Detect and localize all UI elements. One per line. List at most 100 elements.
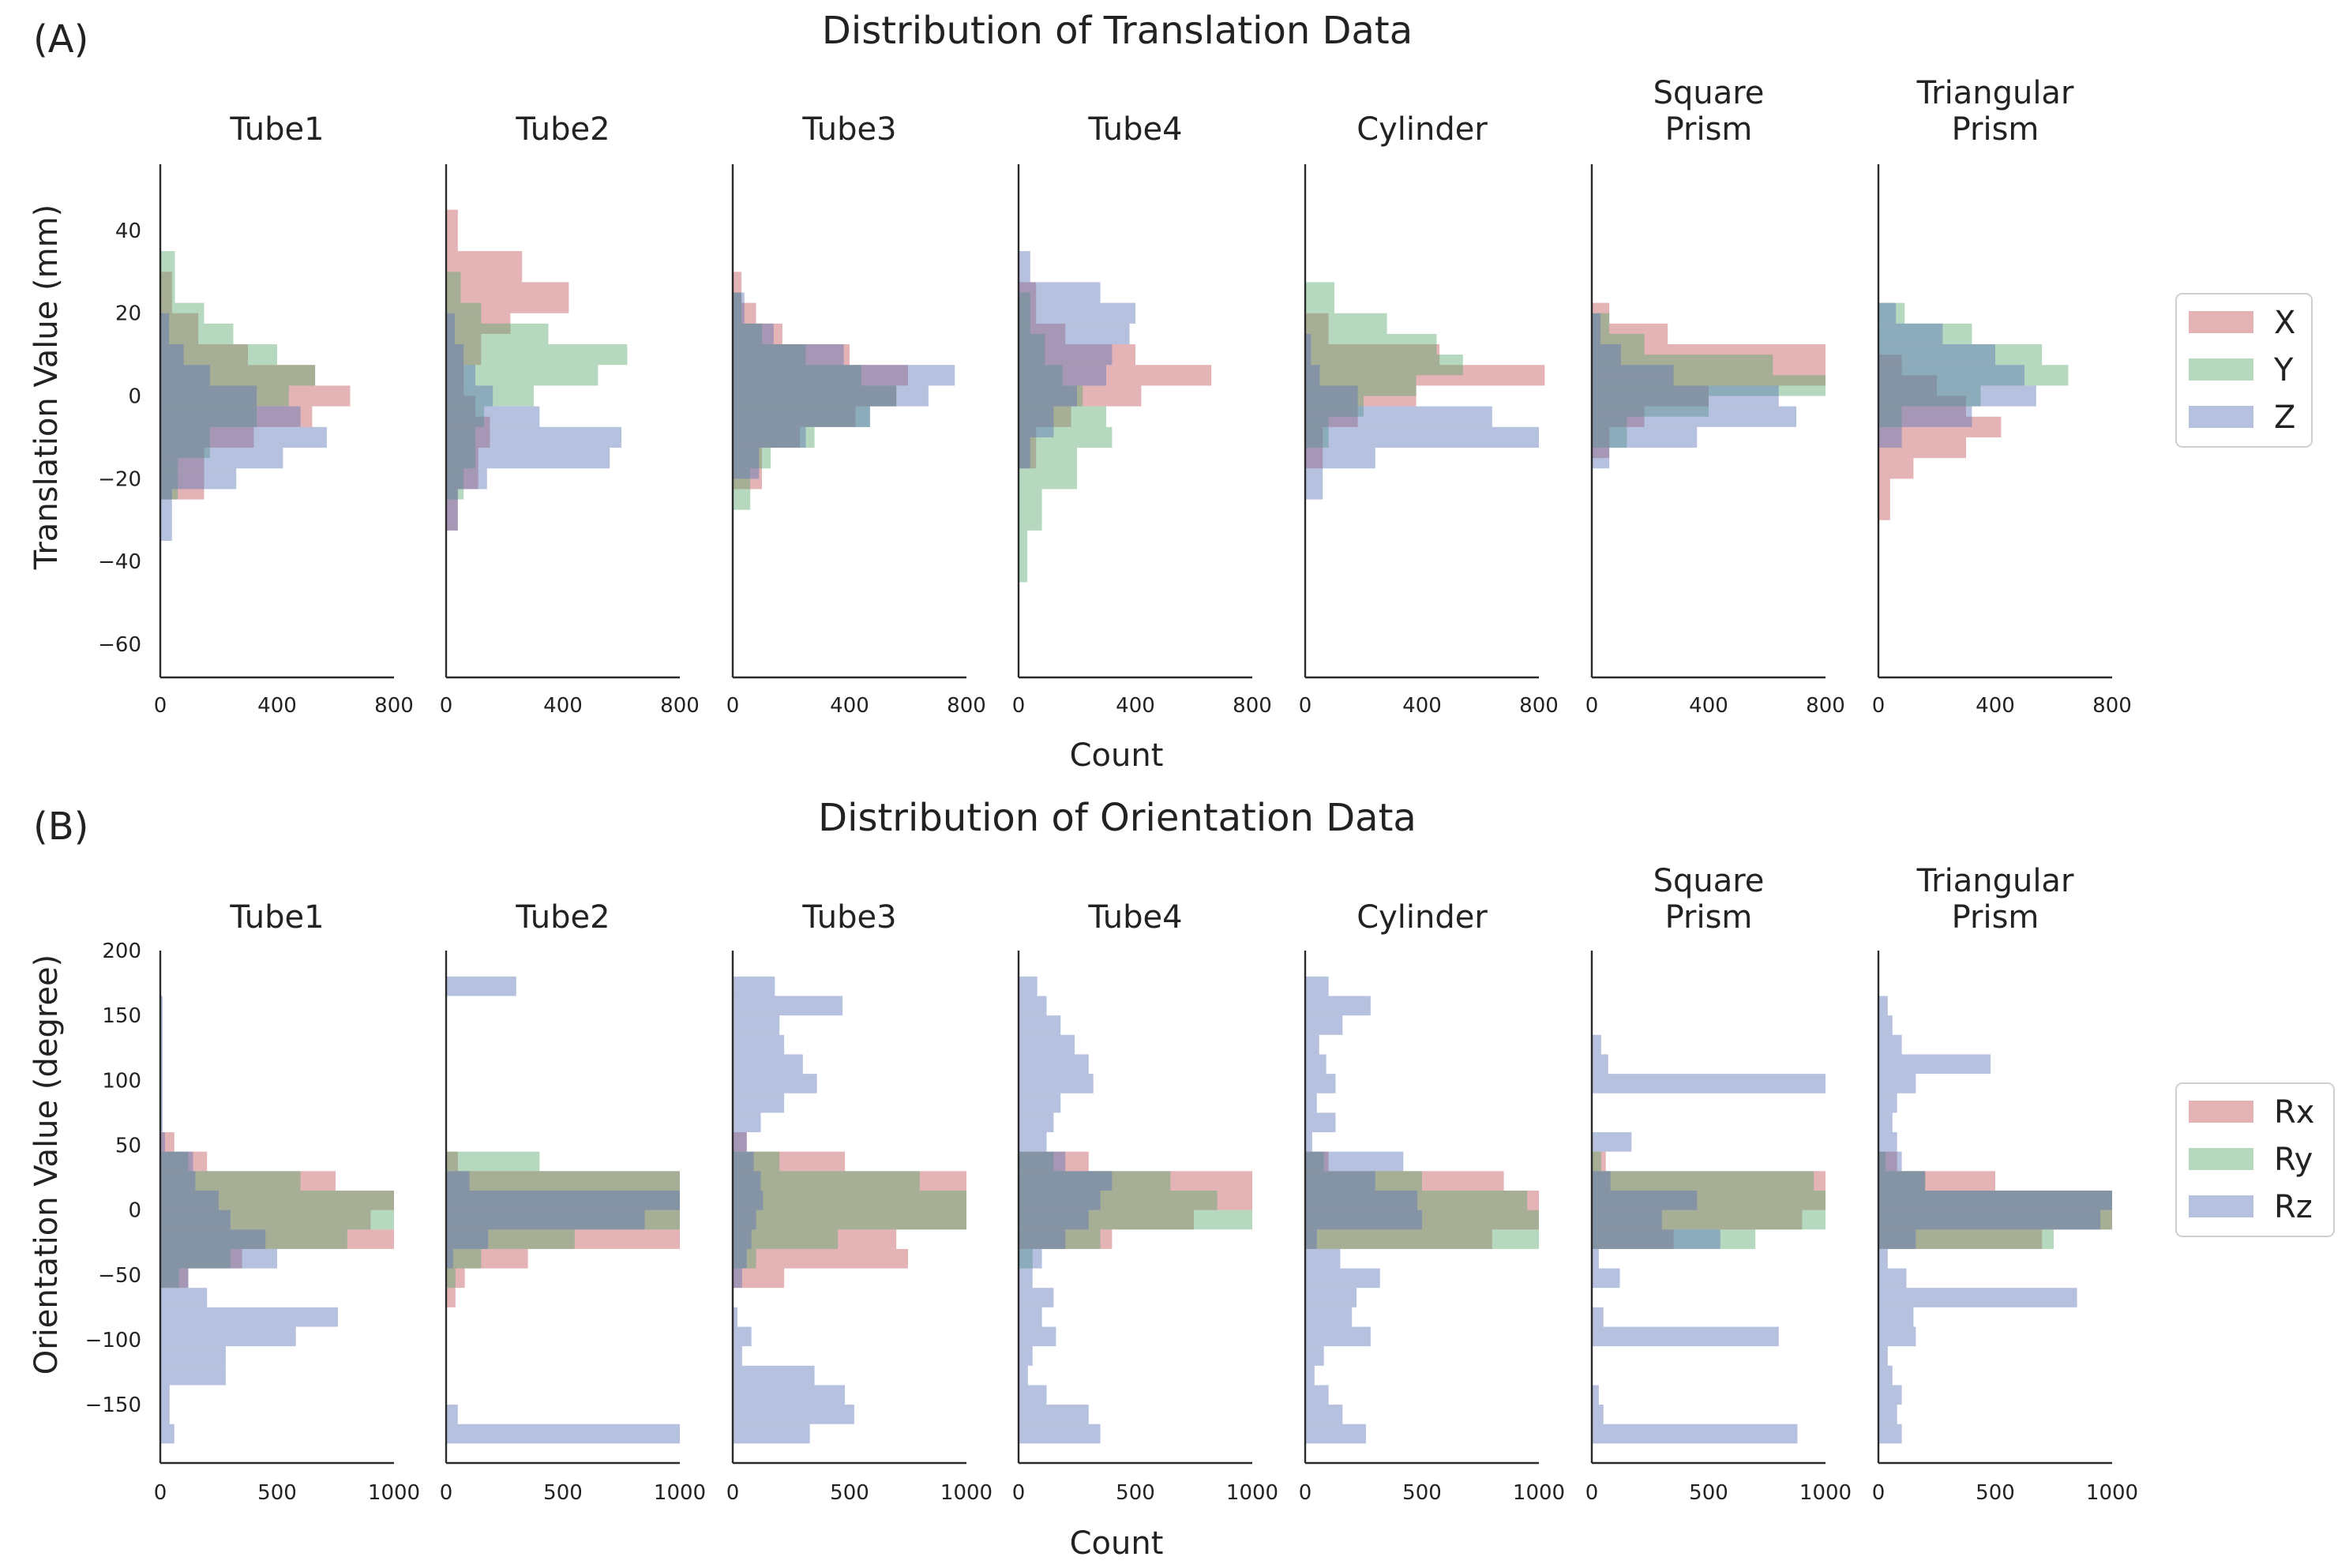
histogram-bar	[160, 302, 205, 324]
histogram-bar	[1305, 313, 1329, 345]
histogram-bar	[1305, 1171, 1504, 1191]
x-tick-label: 500	[1402, 1481, 1442, 1505]
histogram-bar	[1019, 292, 1030, 334]
histogram-bar	[1878, 1151, 1897, 1172]
histogram-bar	[1878, 396, 1966, 417]
histogram-bar	[1305, 996, 1371, 1016]
histogram-bar	[1019, 489, 1042, 531]
histogram-bar	[1878, 344, 2043, 366]
histogram-bar	[446, 1151, 540, 1172]
histogram-bar	[733, 292, 745, 324]
x-tick-label: 1000	[1226, 1481, 1278, 1505]
histogram-bar	[733, 1405, 854, 1424]
panel-b-label: (B)	[33, 805, 88, 849]
histogram-bar	[1019, 426, 1037, 469]
histogram-bar	[160, 1151, 193, 1172]
histogram-bar	[446, 385, 534, 407]
histogram-bar	[160, 1171, 336, 1191]
panel-title: Prism	[1952, 899, 2039, 936]
translation-panel-5: Cylinder 0 400 800	[1299, 111, 1559, 718]
histogram-bar	[446, 1171, 470, 1191]
histogram-bar	[160, 1268, 189, 1289]
histogram-bar	[733, 385, 929, 407]
histogram-bar	[1019, 251, 1030, 283]
histogram-bar	[1592, 1074, 1826, 1093]
histogram-bar	[1305, 416, 1329, 448]
histogram-bar	[1305, 1229, 1492, 1249]
histogram-bar	[1878, 1015, 1893, 1035]
histogram-bar	[733, 1326, 752, 1347]
histogram-bar	[1592, 426, 1610, 459]
histogram-bar	[1592, 323, 1668, 345]
orientation-panel-5: Cylinder 0 500 1000	[1299, 899, 1565, 1505]
histogram-bar	[733, 344, 850, 366]
histogram-bar	[1878, 385, 1981, 407]
histogram-bar	[160, 313, 199, 345]
histogram-bar	[1019, 1229, 1066, 1249]
histogram-bar	[160, 1054, 163, 1093]
histogram-bar	[160, 1268, 179, 1289]
histogram-bar	[1878, 1424, 1902, 1444]
histogram-bar	[1878, 1171, 1995, 1191]
histogram-bar	[1019, 1210, 1089, 1230]
series-x	[1878, 354, 2002, 520]
histogram-bar	[446, 1210, 645, 1230]
histogram-bar	[1019, 426, 1113, 448]
panel-title: Tube1	[229, 899, 324, 936]
x-tick-label: 500	[543, 1481, 583, 1505]
histogram-bar	[1878, 1151, 1886, 1172]
histogram-bar	[446, 333, 482, 366]
y-axis-label-translation: Translation Value (mm)	[28, 204, 65, 570]
histogram-bar	[1592, 1190, 1698, 1210]
histogram-bar	[1878, 1210, 2112, 1230]
histogram-bar	[733, 406, 870, 427]
histogram-bar	[160, 344, 184, 366]
histogram-bar	[1592, 385, 1779, 407]
series-rx	[1305, 1151, 1539, 1249]
histogram-bar	[1305, 1405, 1343, 1424]
histogram-bar	[446, 416, 490, 448]
histogram-bar	[1305, 1326, 1371, 1347]
histogram-bar	[446, 1248, 482, 1269]
legend-label: Rx	[2274, 1094, 2314, 1131]
histogram-bar	[1305, 333, 1437, 355]
y-tick-label: 0	[128, 1199, 141, 1223]
histogram-bar	[733, 1093, 785, 1113]
series-rz	[733, 976, 854, 1444]
histogram-bar	[160, 1190, 219, 1210]
histogram-bar	[1019, 1171, 1113, 1191]
histogram-bar	[1592, 344, 1621, 366]
histogram-bar	[1019, 323, 1066, 345]
x-tick-label: 0	[1585, 694, 1599, 718]
histogram-bar	[1305, 1210, 1539, 1230]
histogram-bar	[160, 406, 301, 427]
x-tick-label: 500	[830, 1481, 869, 1505]
x-tick-label: 0	[154, 1481, 167, 1505]
histogram-bar	[1305, 1210, 1539, 1230]
histogram-bar	[1592, 1229, 1674, 1249]
histogram-bar	[733, 1424, 810, 1444]
histogram-bar	[1592, 1405, 1604, 1424]
histogram-bar	[1019, 1151, 1054, 1172]
histogram-bar	[160, 251, 175, 303]
histogram-bar	[1878, 1171, 1926, 1191]
panel-a-title: Distribution of Translation Data	[822, 9, 1413, 53]
series-y	[733, 292, 897, 510]
histogram-bar	[1019, 1405, 1089, 1424]
histogram-bar	[733, 365, 955, 386]
histogram-bar	[1878, 996, 1888, 1016]
histogram-bar	[1019, 1326, 1056, 1347]
histogram-bar	[1305, 1151, 1404, 1172]
panel-title: Square	[1653, 863, 1765, 899]
histogram-bar	[1878, 1405, 1897, 1424]
panel-title: Tube3	[801, 899, 896, 936]
histogram-bar	[733, 1248, 756, 1269]
histogram-bar	[446, 251, 523, 283]
histogram-bar	[733, 1112, 761, 1133]
histogram-bar	[160, 344, 248, 366]
histogram-bar	[733, 323, 782, 345]
series-rz	[1878, 996, 2112, 1444]
